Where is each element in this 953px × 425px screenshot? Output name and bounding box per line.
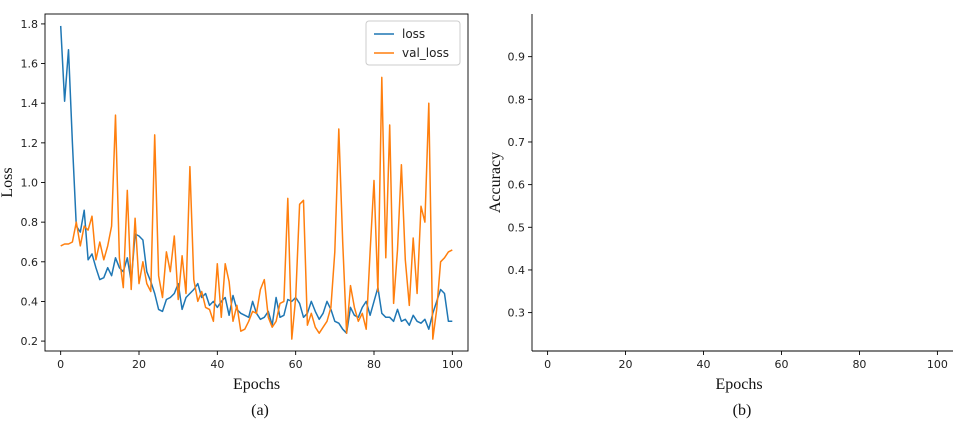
legend-box [365, 20, 461, 66]
y-tick-label: 0.9 [508, 51, 526, 64]
y-tick-label: 0.4 [21, 295, 39, 308]
x-tick-label: 60 [289, 358, 303, 371]
y-tick-label: 1.8 [21, 18, 39, 31]
x-axis-title: Epochs [715, 376, 762, 393]
y-axis-title: Accuracy [487, 152, 504, 213]
y-tick-label: 0.4 [508, 264, 526, 277]
y-tick-label: 1.6 [21, 58, 39, 71]
y-tick-label: 0.8 [21, 216, 39, 229]
y-tick-label: 0.6 [21, 256, 39, 269]
figure-caption: (b) [733, 402, 752, 419]
y-tick-label: 0.5 [508, 221, 526, 234]
chart-a: 0 20 40 60 80 100 0.2 0.4 0.6 0.8 1.0 1.2 1.4 1.6 1.8 E… [0, 13, 469, 419]
legend: loss val_loss [365, 20, 461, 66]
series-line-val-loss [60, 76, 453, 340]
y-tick-label: 0.6 [508, 179, 526, 192]
x-axis-title: Epochs [233, 376, 280, 393]
x-tick-label: 40 [697, 358, 711, 371]
x-tick-label: 40 [210, 358, 224, 371]
figure-caption: (a) [251, 402, 269, 419]
y-axis-title: Loss [0, 167, 16, 197]
x-tick-label: 20 [132, 358, 146, 371]
y-tick-label: 1.0 [21, 177, 39, 190]
chart-b: 0 20 40 60 80 100 0.3 0.4 0.5 0.6 0.7 0.8 0.9 Epochs A… [487, 14, 953, 419]
y-tick-label: 0.8 [508, 93, 526, 106]
x-tick-label: 0 [544, 358, 551, 371]
x-tick-label: 60 [774, 358, 788, 371]
legend-label: loss [402, 27, 425, 41]
y-tick-label: 0.3 [508, 307, 526, 320]
x-tick-label: 0 [57, 358, 64, 371]
y-tick-label: 0.2 [21, 335, 39, 348]
y-tick-label: 1.2 [21, 137, 39, 150]
legend-label: val_loss [402, 46, 449, 60]
x-tick-label: 80 [852, 358, 866, 371]
y-tick-label: 1.4 [21, 97, 39, 110]
x-tick-label: 100 [927, 358, 948, 371]
x-tick-label: 80 [367, 358, 381, 371]
x-tick-label: 100 [442, 358, 463, 371]
y-tick-label: 0.7 [508, 136, 526, 149]
x-tick-label: 20 [619, 358, 633, 371]
